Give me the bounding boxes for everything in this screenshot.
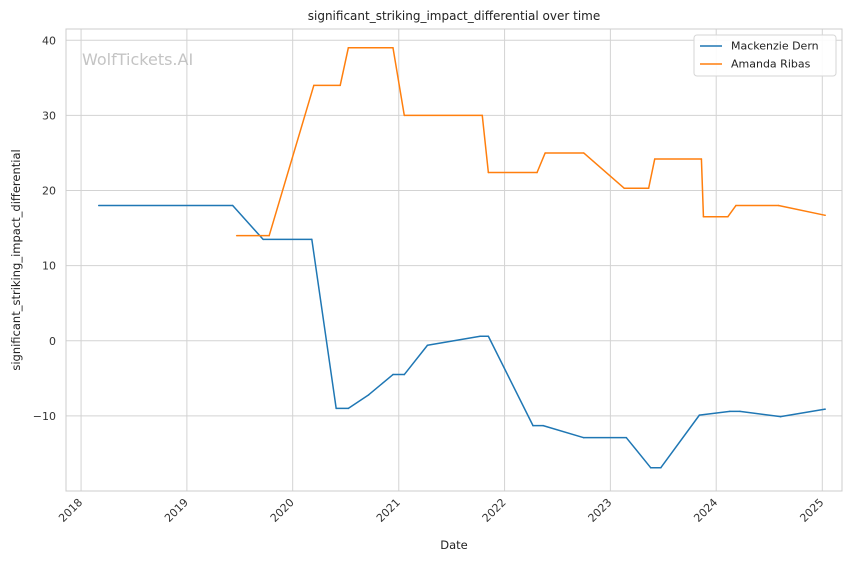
watermark: WolfTickets.AI — [82, 50, 193, 69]
data-point-amanda-ribas — [536, 171, 538, 174]
data-point-amanda-ribas — [487, 171, 490, 174]
x-axis-label: Date — [440, 538, 468, 552]
legend-label-amanda-ribas: Amanda Ribas — [731, 58, 811, 71]
y-tick-label: −10 — [33, 410, 56, 423]
data-point-mackenzie-dern — [542, 424, 544, 427]
chart-title: significant_striking_impact_differential… — [308, 9, 600, 23]
data-point-amanda-ribas — [824, 214, 826, 217]
data-point-mackenzie-dern — [649, 466, 652, 469]
data-point-mackenzie-dern — [479, 335, 481, 337]
data-point-mackenzie-dern — [729, 410, 731, 413]
data-point-mackenzie-dern — [367, 394, 370, 396]
y-tick-label: 0 — [49, 335, 56, 348]
data-point-mackenzie-dern — [779, 415, 782, 418]
data-point-amanda-ribas — [582, 152, 585, 154]
y-tick-label: 40 — [42, 34, 56, 47]
data-point-amanda-ribas — [735, 204, 737, 207]
data-point-amanda-ribas — [544, 152, 546, 154]
plot-frame — [65, 28, 843, 492]
data-point-amanda-ribas — [235, 234, 238, 237]
data-point-mackenzie-dern — [335, 407, 337, 410]
data-point-amanda-ribas — [313, 84, 315, 87]
data-point-mackenzie-dern — [625, 436, 628, 439]
data-point-amanda-ribas — [700, 158, 703, 160]
plot-area — [66, 29, 842, 491]
data-point-mackenzie-dern — [660, 466, 662, 469]
data-point-mackenzie-dern — [392, 373, 394, 376]
data-point-mackenzie-dern — [98, 204, 100, 207]
data-point-amanda-ribas — [392, 47, 394, 49]
data-point-amanda-ribas — [339, 84, 341, 87]
data-point-amanda-ribas — [347, 47, 350, 49]
series-lines — [98, 47, 826, 469]
data-point-amanda-ribas — [403, 114, 406, 117]
legend-label-mackenzie-dern: Mackenzie Dern — [731, 40, 819, 53]
data-point-mackenzie-dern — [426, 344, 429, 347]
y-tick-label: 20 — [42, 185, 56, 198]
data-point-mackenzie-dern — [487, 335, 490, 337]
legend: Mackenzie Dern Amanda Ribas — [693, 34, 837, 77]
data-point-amanda-ribas — [777, 204, 780, 207]
data-point-amanda-ribas — [727, 216, 729, 218]
data-point-mackenzie-dern — [262, 238, 264, 241]
data-point-mackenzie-dern — [739, 410, 741, 413]
data-point-mackenzie-dern — [698, 414, 701, 416]
y-axis-label: significant_striking_impact_differential — [9, 149, 23, 370]
y-tick-label: 10 — [42, 260, 56, 273]
data-point-mackenzie-dern — [347, 407, 350, 410]
data-point-amanda-ribas — [268, 234, 270, 237]
data-point-mackenzie-dern — [403, 373, 406, 376]
data-point-amanda-ribas — [702, 216, 705, 218]
y-tick-label: 30 — [42, 109, 56, 122]
data-point-amanda-ribas — [481, 114, 484, 117]
data-point-amanda-ribas — [623, 187, 626, 190]
y-tick-labels: −10 0 10 20 30 40 — [33, 34, 56, 423]
data-point-mackenzie-dern — [824, 408, 826, 410]
data-point-mackenzie-dern — [231, 204, 234, 207]
data-point-mackenzie-dern — [582, 436, 585, 439]
data-point-mackenzie-dern — [311, 238, 313, 241]
data-point-amanda-ribas — [647, 187, 650, 190]
legend-box — [693, 34, 837, 77]
data-point-mackenzie-dern — [532, 424, 534, 427]
data-point-amanda-ribas — [653, 158, 656, 160]
